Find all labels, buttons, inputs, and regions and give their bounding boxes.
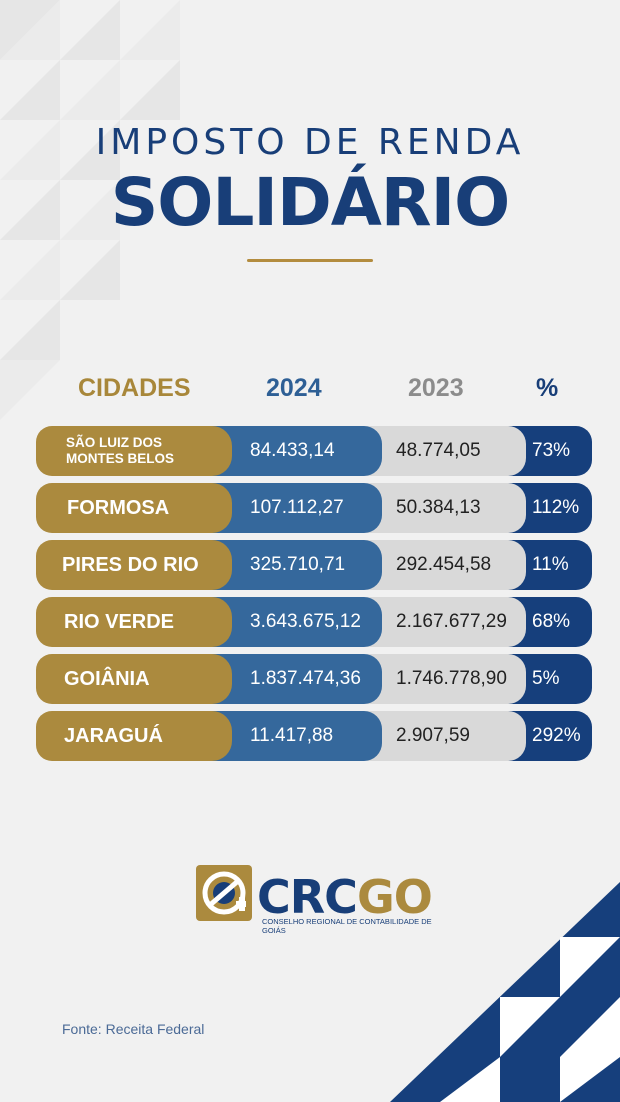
cell-city: RIO VERDE [36,597,232,647]
logo-wordmark: CRCGO [257,870,433,924]
cell-2023: 2.167.677,29 [358,597,526,647]
title-line-2: SOLIDÁRIO [110,164,511,241]
table-row: 11% 292.454,58 325.710,71 PIRES DO RIO [36,540,592,590]
corner-decoration [390,882,620,1102]
header-percent: % [536,374,559,402]
crc-go-logo-icon [196,865,252,921]
cell-city: GOIÂNIA [36,654,232,704]
cell-2023: 50.384,13 [358,483,526,533]
table-row: 68% 2.167.677,29 3.643.675,12 RIO VERDE [36,597,592,647]
logo-crc: CRC [257,870,358,924]
table-row: 112% 50.384,13 107.112,27 FORMOSA [36,483,592,533]
source-note: Fonte: Receita Federal [62,1021,205,1037]
table-row: 292% 2.907,59 11.417,88 JARAGUÁ [36,711,592,761]
table-row: 5% 1.746.778,90 1.837.474,36 GOIÂNIA [36,654,592,704]
title-line-1: IMPOSTO DE RENDA [95,122,525,163]
cell-2024: 11.417,88 [208,711,382,761]
logo-subtitle: CONSELHO REGIONAL DE CONTABILIDADE DE GO… [262,917,432,935]
cell-city: FORMOSA [36,483,232,533]
cell-2024: 84.433,14 [208,426,382,476]
table-row: 73% 48.774,05 84.433,14 SÃO LUIZ DOS MON… [36,426,592,476]
cell-2023: 48.774,05 [358,426,526,476]
cell-2023: 292.454,58 [358,540,526,590]
header-2023: 2023 [408,374,464,402]
cell-2024: 107.112,27 [208,483,382,533]
cell-2024: 3.643.675,12 [208,597,382,647]
cell-2024: 325.710,71 [208,540,382,590]
cell-city: JARAGUÁ [36,711,232,761]
cell-2023: 2.907,59 [358,711,526,761]
header-2024: 2024 [266,374,322,402]
cell-city: PIRES DO RIO [36,540,232,590]
background-pattern [0,0,180,420]
logo-go: GO [356,870,433,924]
title-divider [247,259,373,262]
header-cidades: CIDADES [78,374,191,402]
cell-city: SÃO LUIZ DOS MONTES BELOS [36,426,232,476]
cell-2023: 1.746.778,90 [358,654,526,704]
cell-2024: 1.837.474,36 [208,654,382,704]
